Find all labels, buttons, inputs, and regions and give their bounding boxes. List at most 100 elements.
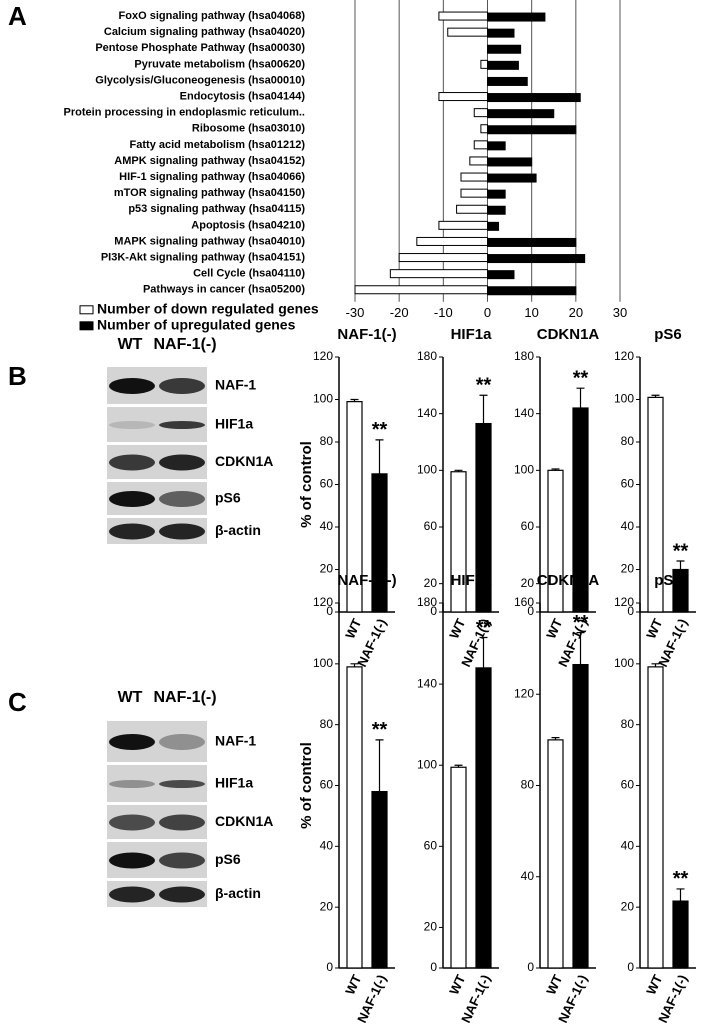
blot-band bbox=[109, 378, 155, 394]
y-tick-label: 60 bbox=[320, 477, 334, 491]
error-bar bbox=[576, 632, 585, 665]
protein-label: HIF1a bbox=[215, 416, 253, 432]
bar bbox=[398, 253, 488, 263]
annotation: ** bbox=[673, 540, 689, 562]
y-tick-label: 100 bbox=[514, 463, 534, 477]
y-tick-label: 80 bbox=[320, 434, 334, 448]
y-tick-label: 20 bbox=[320, 899, 334, 913]
bar bbox=[371, 473, 388, 613]
x-tick-label: -20 bbox=[390, 305, 409, 320]
category-label: Ribosome (hsa03010) bbox=[192, 123, 305, 135]
bar bbox=[469, 156, 489, 166]
bar bbox=[487, 76, 528, 86]
bar bbox=[572, 663, 589, 969]
blot-band bbox=[159, 814, 205, 831]
blot-band bbox=[159, 734, 205, 750]
y-tick-label: 80 bbox=[521, 778, 535, 792]
y-tick-label: 0 bbox=[627, 960, 634, 974]
y-tick-label: 40 bbox=[320, 519, 334, 533]
category-label: Calcium signaling pathway (hsa04020) bbox=[104, 26, 305, 38]
error-bar bbox=[350, 398, 359, 402]
y-tick-label: 0 bbox=[430, 960, 437, 974]
chart-title: NAF-1(-) bbox=[337, 572, 396, 589]
lane-label: WT bbox=[118, 336, 143, 353]
bar bbox=[480, 124, 488, 134]
lane-label: WT bbox=[118, 689, 143, 706]
bar bbox=[487, 286, 577, 296]
x-tick-label: WT bbox=[543, 972, 565, 997]
blot-band bbox=[109, 814, 155, 831]
bar bbox=[460, 188, 488, 198]
category-label: HIF-1 signaling pathway (hsa04066) bbox=[119, 171, 305, 183]
blot-band bbox=[159, 886, 205, 903]
error-bar bbox=[551, 468, 560, 471]
protein-label: CDKN1A bbox=[215, 813, 273, 829]
annotation: ** bbox=[573, 612, 589, 634]
y-tick-label: 100 bbox=[417, 757, 437, 771]
y-tick-label: 0 bbox=[326, 960, 333, 974]
bar bbox=[460, 172, 488, 182]
legend-label: Number of down regulated genes bbox=[97, 301, 319, 317]
x-tick-label: WT bbox=[446, 616, 468, 641]
blot-band bbox=[109, 421, 155, 429]
y-tick-label: 140 bbox=[514, 406, 534, 420]
y-tick-label: 20 bbox=[621, 562, 635, 576]
annotation: ** bbox=[372, 419, 388, 441]
chart-title: CDKN1A bbox=[537, 326, 600, 343]
y-tick-label: 100 bbox=[417, 463, 437, 477]
panel-label: A bbox=[8, 1, 27, 31]
blot-band bbox=[109, 523, 155, 540]
bar bbox=[346, 666, 363, 969]
bar bbox=[450, 766, 467, 969]
bar bbox=[480, 59, 488, 69]
chart-title: HIF1a bbox=[451, 572, 493, 589]
y-tick-label: 20 bbox=[320, 562, 334, 576]
bar bbox=[547, 469, 564, 613]
x-tick-label: 10 bbox=[524, 305, 538, 320]
y-tick-label: 80 bbox=[621, 434, 635, 448]
y-tick-label: 0 bbox=[430, 604, 437, 618]
y-tick-label: 120 bbox=[614, 595, 634, 609]
protein-label: β-actin bbox=[215, 885, 261, 901]
panel-label: B bbox=[8, 361, 27, 391]
error-bar bbox=[479, 394, 488, 424]
y-tick-label: 140 bbox=[417, 676, 437, 690]
error-bar bbox=[651, 394, 660, 398]
bar bbox=[389, 269, 489, 279]
y-tick-label: 40 bbox=[621, 839, 635, 853]
bar bbox=[416, 236, 489, 246]
y-tick-label: 60 bbox=[424, 519, 438, 533]
panel-label: C bbox=[8, 687, 27, 717]
protein-label: pS6 bbox=[215, 851, 241, 867]
blot-band bbox=[109, 852, 155, 869]
y-tick-label: 100 bbox=[614, 656, 634, 670]
y-tick-label: 120 bbox=[313, 349, 333, 363]
bar bbox=[438, 220, 488, 230]
y-tick-label: 140 bbox=[417, 406, 437, 420]
y-tick-label: 100 bbox=[614, 392, 634, 406]
chart-title: pS6 bbox=[654, 572, 682, 589]
legend-swatch bbox=[79, 321, 94, 331]
category-label: Cell Cycle (hsa04110) bbox=[193, 268, 305, 280]
y-tick-label: 180 bbox=[417, 349, 437, 363]
y-tick-label: 80 bbox=[621, 717, 635, 731]
bar bbox=[487, 141, 506, 151]
bar bbox=[456, 204, 489, 214]
bar bbox=[487, 109, 555, 119]
protein-label: NAF-1 bbox=[215, 377, 256, 393]
protein-label: HIF1a bbox=[215, 775, 253, 791]
error-bar bbox=[676, 560, 685, 570]
protein-label: pS6 bbox=[215, 490, 241, 506]
category-label: FoxO signaling pathway (hsa04068) bbox=[119, 10, 306, 22]
chart-title: pS6 bbox=[654, 326, 682, 343]
blot-band bbox=[159, 780, 205, 788]
x-tick-label: WT bbox=[342, 972, 364, 997]
y-tick-label: 100 bbox=[313, 656, 333, 670]
category-label: p53 signaling pathway (hsa04115) bbox=[128, 203, 305, 215]
x-tick-label: -10 bbox=[434, 305, 453, 320]
category-label: PI3K-Akt signaling pathway (hsa04151) bbox=[101, 251, 306, 263]
y-tick-label: 120 bbox=[313, 595, 333, 609]
bar bbox=[475, 667, 492, 969]
bar bbox=[450, 471, 467, 613]
